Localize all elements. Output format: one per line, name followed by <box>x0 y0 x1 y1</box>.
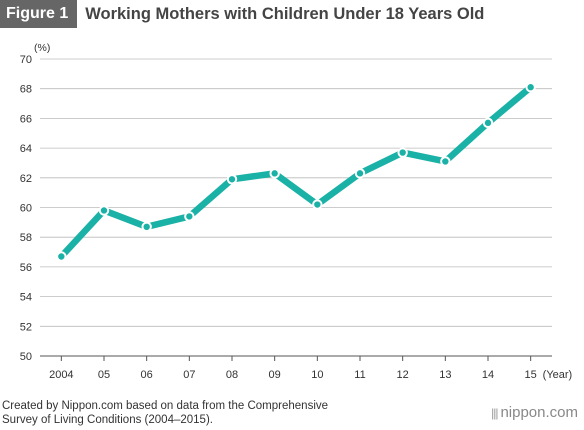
line-chart: 50 52 54 56 58 60 62 64 66 68 70(%) 2004 05 06 07 08 09 1… <box>20 42 573 381</box>
y-tick-label: 68 <box>20 84 32 96</box>
x-tick-label: 08 <box>226 369 238 381</box>
x-tick-label: 2004 <box>49 369 73 381</box>
data-point <box>141 221 152 233</box>
data-point <box>354 168 366 179</box>
y-tick-label: 70 <box>20 54 32 66</box>
data-point <box>525 82 536 93</box>
source-line-1: Created by Nippon.com based on data from… <box>2 400 329 412</box>
y-axis-unit-label: (%) <box>34 42 50 54</box>
x-tick-label: 05 <box>98 369 110 381</box>
data-point <box>397 147 408 158</box>
series-line <box>58 83 534 260</box>
y-tick-label: 52 <box>20 321 32 333</box>
brand-logo: ||| nippon.com <box>491 404 578 421</box>
figure-header: Figure 1 Working Mothers with Children U… <box>0 0 484 28</box>
y-tick-label: 64 <box>20 143 32 155</box>
x-tick-label: 15 <box>525 369 537 381</box>
y-tick-label: 66 <box>20 113 32 125</box>
chart-title: Working Mothers with Children Under 18 Y… <box>85 4 485 23</box>
figure-label: Figure 1 <box>0 0 78 28</box>
source-note: Created by Nippon.com based on data from… <box>2 399 328 427</box>
y-tick-label: 50 <box>20 351 32 363</box>
y-tick-label: 58 <box>20 232 32 244</box>
y-tick-label: 54 <box>20 292 32 304</box>
brand-mark-icon: ||| <box>491 405 498 420</box>
data-point <box>184 211 195 222</box>
chart-area: 50 52 54 56 58 60 62 64 66 68 70 (%) 2004 05 06 07 08 09 1… <box>0 40 584 390</box>
data-point <box>226 174 238 185</box>
data-point <box>269 168 280 179</box>
data-point <box>482 117 494 129</box>
data-point <box>312 199 323 210</box>
x-axis-unit-label: (Year) <box>543 369 573 381</box>
y-tick-label: 62 <box>20 173 32 185</box>
source-line-2: Survey of Living Conditions (2004–2015). <box>2 414 213 426</box>
x-tick-label: 14 <box>482 369 494 381</box>
y-tick-label: 56 <box>20 262 32 274</box>
x-tick-label: 11 <box>354 369 365 381</box>
x-tick-label: 10 <box>311 369 323 381</box>
data-point <box>98 205 110 216</box>
data-point <box>440 156 451 167</box>
x-tick-label: 09 <box>269 369 281 381</box>
x-tick-label: 12 <box>397 369 409 381</box>
data-point <box>56 251 67 262</box>
x-tick-label: 13 <box>439 369 451 381</box>
brand-name: nippon.com <box>500 404 578 421</box>
x-tick-label: 06 <box>141 369 153 381</box>
x-tick-label: 07 <box>183 369 195 381</box>
y-tick-label: 60 <box>20 203 32 215</box>
